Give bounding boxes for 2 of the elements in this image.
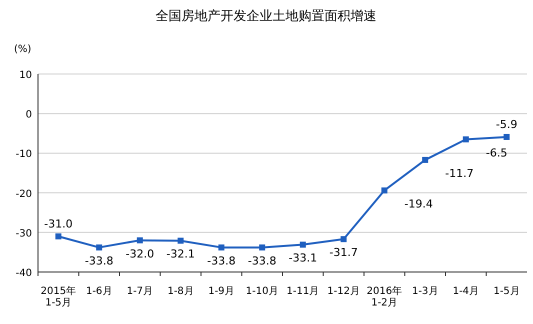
ylabel: (%) (14, 44, 32, 55)
title: 全国房地产开发企业土地购置面积增速 (156, 9, 376, 24)
